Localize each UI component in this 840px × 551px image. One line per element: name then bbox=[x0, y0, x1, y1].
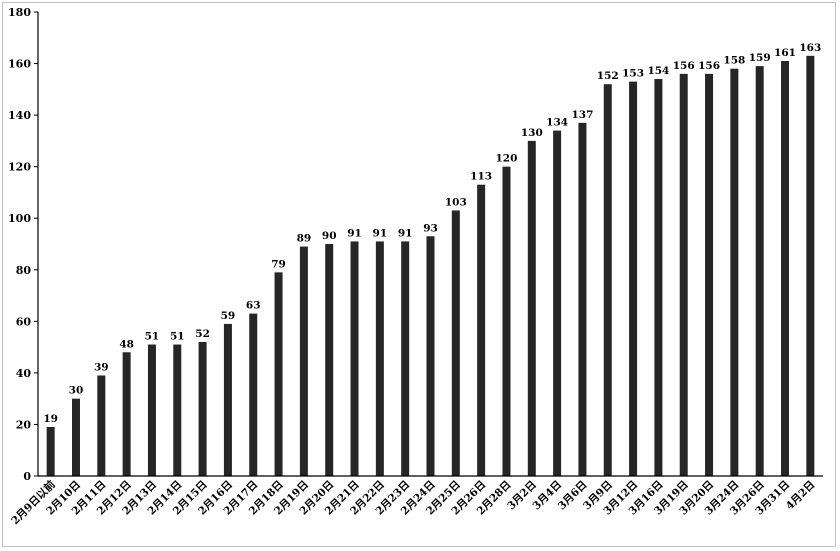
category-label: 4月2日 bbox=[784, 479, 818, 513]
bar bbox=[249, 313, 258, 476]
data-label: 163 bbox=[799, 42, 821, 54]
data-label: 63 bbox=[246, 300, 261, 312]
y-tick-label: 180 bbox=[8, 6, 31, 19]
bar bbox=[71, 398, 80, 476]
bar bbox=[97, 375, 106, 476]
bar bbox=[502, 166, 511, 476]
y-tick-label: 120 bbox=[8, 161, 31, 174]
bar bbox=[46, 427, 55, 476]
data-labels: 19 30 39 48 51 51 52 59 63 79 89 90 91 91 91 93 103 113 12… bbox=[43, 42, 821, 425]
data-label: 156 bbox=[673, 60, 695, 72]
data-label: 161 bbox=[774, 47, 796, 59]
y-tick-label: 160 bbox=[8, 58, 31, 71]
data-label: 93 bbox=[423, 222, 438, 234]
bar bbox=[451, 210, 460, 476]
data-label: 154 bbox=[647, 65, 669, 77]
bar bbox=[477, 184, 486, 476]
bar bbox=[147, 344, 156, 476]
data-label: 59 bbox=[221, 310, 236, 322]
bar bbox=[629, 81, 638, 476]
data-label: 51 bbox=[145, 331, 160, 343]
x-axis: 2月9日以前2月10日2月11日2月12日2月13日2月14日2月15日2月16… bbox=[9, 475, 823, 527]
bar bbox=[553, 130, 562, 477]
data-label: 91 bbox=[398, 227, 413, 239]
data-label: 51 bbox=[170, 331, 185, 343]
data-label: 120 bbox=[496, 153, 518, 165]
data-label: 91 bbox=[347, 227, 362, 239]
bars bbox=[46, 55, 815, 477]
bar bbox=[299, 246, 308, 476]
y-tick-label: 0 bbox=[23, 470, 31, 483]
data-label: 113 bbox=[470, 171, 492, 183]
data-label: 134 bbox=[546, 117, 568, 129]
bar bbox=[755, 66, 764, 476]
bar bbox=[401, 241, 410, 476]
data-label: 159 bbox=[749, 52, 771, 64]
data-label: 89 bbox=[297, 233, 312, 245]
data-label: 90 bbox=[322, 230, 337, 242]
y-tick-label: 60 bbox=[16, 315, 32, 328]
data-label: 152 bbox=[597, 70, 619, 82]
bar bbox=[578, 122, 587, 476]
data-label: 39 bbox=[94, 361, 109, 373]
data-label: 30 bbox=[69, 385, 84, 397]
data-label: 130 bbox=[521, 127, 543, 139]
bar bbox=[274, 272, 283, 476]
y-tick-label: 100 bbox=[8, 212, 31, 225]
data-label: 19 bbox=[43, 413, 58, 425]
bar bbox=[173, 344, 182, 476]
data-label: 91 bbox=[373, 227, 388, 239]
data-label: 103 bbox=[445, 196, 467, 208]
data-label: 137 bbox=[571, 109, 593, 121]
bar bbox=[325, 244, 334, 476]
data-label: 52 bbox=[195, 328, 210, 340]
data-label: 156 bbox=[698, 60, 720, 72]
bar bbox=[730, 68, 739, 476]
bar bbox=[122, 352, 131, 476]
data-label: 158 bbox=[723, 55, 745, 67]
bar bbox=[705, 73, 714, 476]
bar bbox=[654, 79, 663, 477]
bar bbox=[603, 84, 612, 476]
bar bbox=[679, 73, 688, 476]
data-label: 48 bbox=[119, 338, 134, 350]
data-label: 79 bbox=[271, 258, 286, 270]
y-tick-label: 80 bbox=[16, 264, 32, 277]
bar bbox=[198, 341, 207, 476]
bar bbox=[350, 241, 359, 476]
bar bbox=[527, 140, 536, 476]
bar bbox=[223, 323, 232, 476]
bar bbox=[375, 241, 384, 476]
y-tick-label: 20 bbox=[16, 418, 32, 431]
y-axis: 0 20 40 60 80 100 120 140 160 180 bbox=[8, 6, 39, 483]
y-tick-label: 140 bbox=[8, 109, 31, 122]
bar bbox=[806, 55, 815, 476]
bar bbox=[426, 236, 435, 476]
y-tick-label: 40 bbox=[16, 367, 32, 380]
data-label: 153 bbox=[622, 68, 644, 80]
bar bbox=[781, 60, 790, 476]
